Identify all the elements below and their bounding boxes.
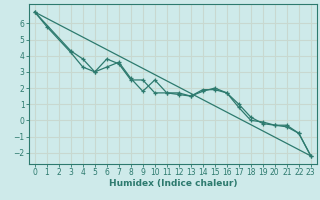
X-axis label: Humidex (Indice chaleur): Humidex (Indice chaleur) (108, 179, 237, 188)
